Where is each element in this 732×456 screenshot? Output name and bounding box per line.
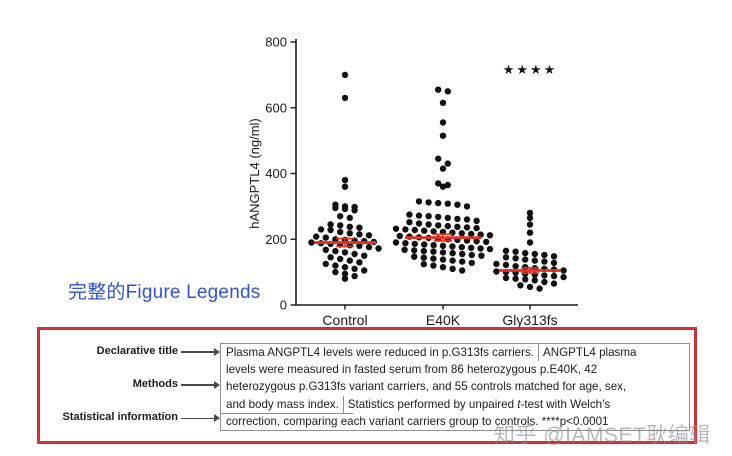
statistics-text-italic-t: t xyxy=(517,397,521,411)
svg-text:Gly313fs: Gly313fs xyxy=(502,312,557,328)
zhihu-watermark: 知乎 @IAMSET耿编辑 xyxy=(494,424,711,447)
arrow-methods-icon xyxy=(181,381,220,388)
label-statistical-information: Statistical information xyxy=(62,411,178,423)
svg-text:800: 800 xyxy=(265,35,287,50)
svg-text:hANGPTL4 (ng/ml): hANGPTL4 (ng/ml) xyxy=(247,118,262,229)
label-methods: Methods xyxy=(132,378,178,390)
legend-line-4: and body mass index. Statistics performe… xyxy=(221,395,689,413)
legend-line-3: heterozygous p.G313fs variant carriers, … xyxy=(221,378,689,395)
box-divider xyxy=(342,395,344,413)
svg-text:0: 0 xyxy=(280,298,287,313)
legend-line-5: correction, comparing each variant carri… xyxy=(221,413,689,430)
dot-plot: 0 200 400 600 800 hANGPTL4 (ng/ml) Control E40K… xyxy=(247,35,578,328)
arrow-statistical-information-icon xyxy=(181,415,220,422)
methods-text-start: ANGPTL4 plasma xyxy=(543,346,637,359)
legend-line-2: levels were measured in fasted serum fro… xyxy=(221,361,689,378)
methods-text: levels were measured in fasted serum fro… xyxy=(226,363,598,377)
figure-legend-text-block: Plasma ANGPTL4 levels were reduced in p.… xyxy=(220,343,690,431)
statistics-text: correction, comparing each variant carri… xyxy=(226,414,609,428)
svg-text:★★★★: ★★★★ xyxy=(503,62,558,77)
statistics-text: -test with Welch’s xyxy=(520,397,611,411)
methods-text: heterozygous p.G313fs variant carriers, … xyxy=(226,380,627,394)
box-divider xyxy=(538,344,540,362)
svg-text:400: 400 xyxy=(265,166,287,181)
svg-text:600: 600 xyxy=(265,100,287,115)
declarative-title-text: Plasma ANGPTL4 levels were reduced in p.… xyxy=(226,346,535,359)
caption-complete-figure-legends: 完整的Figure Legends xyxy=(68,282,261,303)
methods-box-bottom-border xyxy=(220,412,353,414)
svg-text:E40K: E40K xyxy=(426,312,461,328)
chart-area: 0 200 400 600 800 hANGPTL4 (ng/ml) Control E40K… xyxy=(240,22,605,330)
legend-panel-red-box xyxy=(37,327,697,444)
arrow-declarative-title-icon xyxy=(181,348,220,355)
svg-text:Control: Control xyxy=(322,312,367,328)
statistics-text: Statistics performed by unpaired xyxy=(347,397,518,411)
legend-line-1: Plasma ANGPTL4 levels were reduced in p.… xyxy=(221,344,689,362)
svg-text:200: 200 xyxy=(265,232,287,247)
label-declarative-title: Declarative title xyxy=(96,345,178,357)
methods-text-end: and body mass index. xyxy=(226,397,339,411)
